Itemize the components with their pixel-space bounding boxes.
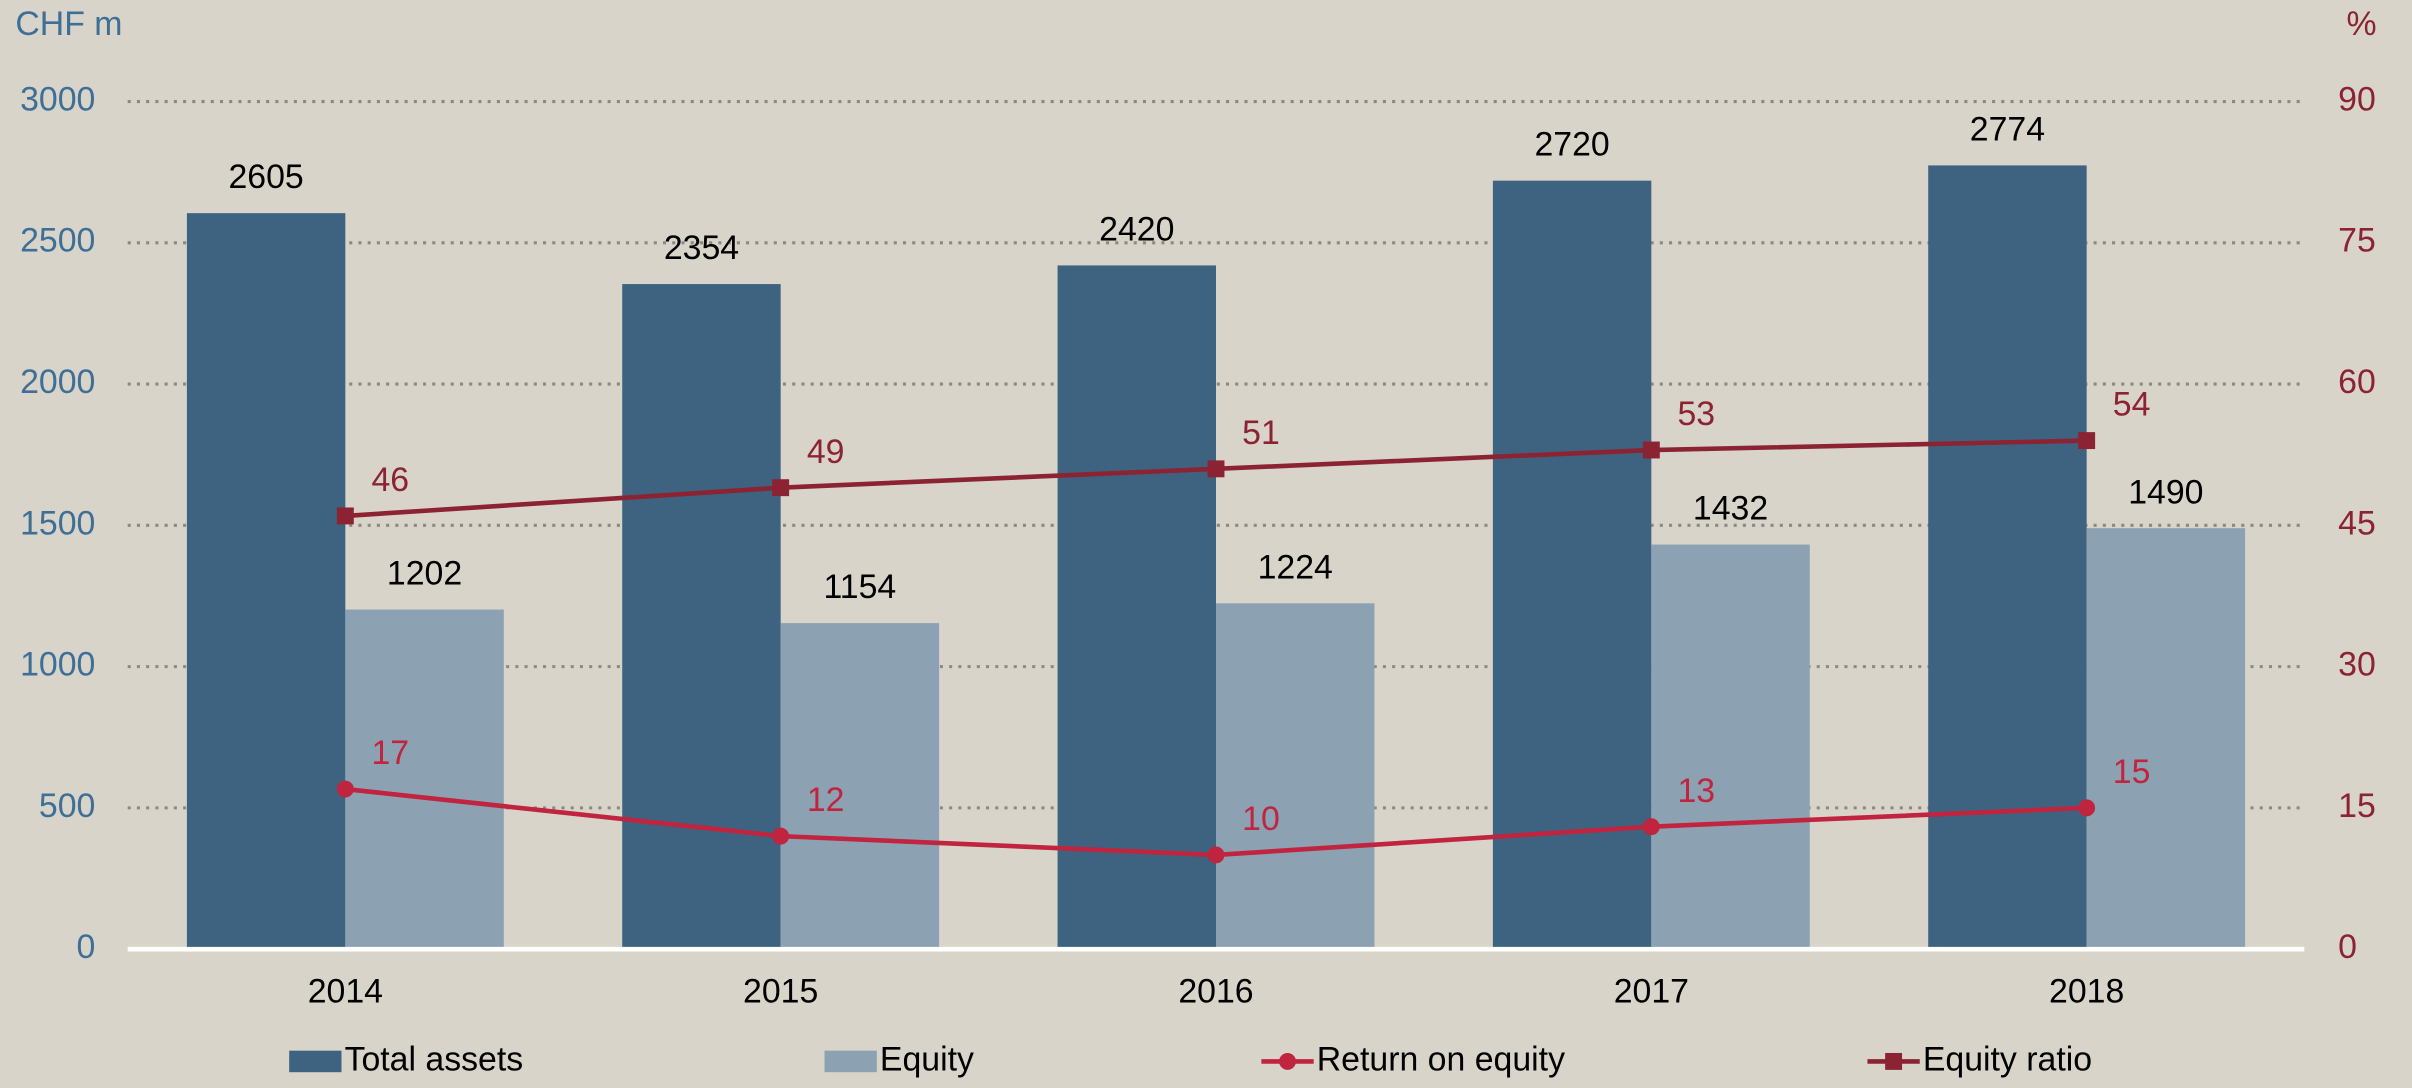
y2-tick-label: 75 <box>2338 222 2376 260</box>
data-label: 54 <box>2113 386 2151 424</box>
y2-tick-label: 45 <box>2338 504 2376 542</box>
data-label: 17 <box>371 734 409 772</box>
y-tick-label: 3000 <box>20 80 95 118</box>
data-label: 2354 <box>664 229 739 267</box>
y2-tick-label: 90 <box>2338 80 2376 118</box>
marker <box>1642 818 1660 836</box>
y-tick-label: 2000 <box>20 363 95 401</box>
data-label: 49 <box>807 433 845 471</box>
bar <box>780 623 940 950</box>
bar <box>1215 603 1375 950</box>
data-label: 1224 <box>1258 548 1333 586</box>
y2-tick-label: 0 <box>2338 928 2357 966</box>
marker <box>336 780 354 798</box>
legend-marker <box>1279 1052 1296 1070</box>
legend-label: Total assets <box>345 1040 524 1078</box>
data-label: 2605 <box>228 158 303 196</box>
legend-swatch <box>824 1050 877 1073</box>
data-label: 1432 <box>1693 490 1768 528</box>
data-label: 1154 <box>824 568 897 606</box>
bar <box>1057 265 1216 950</box>
legend-label: Equity ratio <box>1923 1040 2092 1078</box>
marker <box>336 507 354 525</box>
y-tick-label: 1500 <box>20 504 95 542</box>
bar <box>1928 165 2087 950</box>
data-label: 1202 <box>387 555 462 593</box>
marker <box>2078 432 2096 450</box>
bar <box>622 284 781 950</box>
marker <box>772 479 790 497</box>
legend-swatch <box>289 1050 342 1073</box>
bar <box>186 213 346 950</box>
bar <box>1651 544 1810 950</box>
x-tick-label: 2014 <box>308 973 383 1011</box>
marker <box>1207 460 1225 478</box>
marker <box>772 827 790 845</box>
data-label: 53 <box>1677 395 1715 433</box>
legend-marker <box>1885 1052 1903 1070</box>
data-label: 46 <box>371 461 409 499</box>
y2-tick-label: 30 <box>2338 646 2376 684</box>
y2-unit: % <box>2347 5 2377 43</box>
x-tick-label: 2016 <box>1178 973 1253 1011</box>
marker <box>2078 799 2096 817</box>
data-label: 12 <box>807 781 845 819</box>
y-tick-label: 500 <box>39 787 95 825</box>
data-label: 2774 <box>1970 111 2045 149</box>
data-label: 1490 <box>2128 473 2203 511</box>
bar <box>345 609 504 950</box>
y-tick-label: 2500 <box>20 222 95 260</box>
y-tick-label: 0 <box>77 928 96 966</box>
y-tick-label: 1000 <box>20 646 95 684</box>
bar <box>2086 528 2246 950</box>
data-label: 2720 <box>1534 126 1609 164</box>
data-label: 10 <box>1242 800 1280 838</box>
x-tick-label: 2018 <box>2049 973 2124 1011</box>
bar <box>1492 180 1652 950</box>
data-label: 13 <box>1677 772 1715 810</box>
y-unit: CHF m <box>15 5 122 43</box>
data-label: 15 <box>2113 753 2151 791</box>
x-tick-label: 2015 <box>743 973 818 1011</box>
data-label: 2420 <box>1099 211 1174 249</box>
legend-label: Return on equity <box>1317 1040 1565 1078</box>
y2-tick-label: 15 <box>2338 787 2376 825</box>
y2-tick-label: 60 <box>2338 363 2376 401</box>
x-tick-label: 2017 <box>1614 973 1689 1011</box>
legend-label: Equity <box>880 1040 974 1078</box>
marker <box>1207 846 1225 864</box>
marker <box>1642 441 1660 459</box>
data-label: 51 <box>1242 414 1280 452</box>
